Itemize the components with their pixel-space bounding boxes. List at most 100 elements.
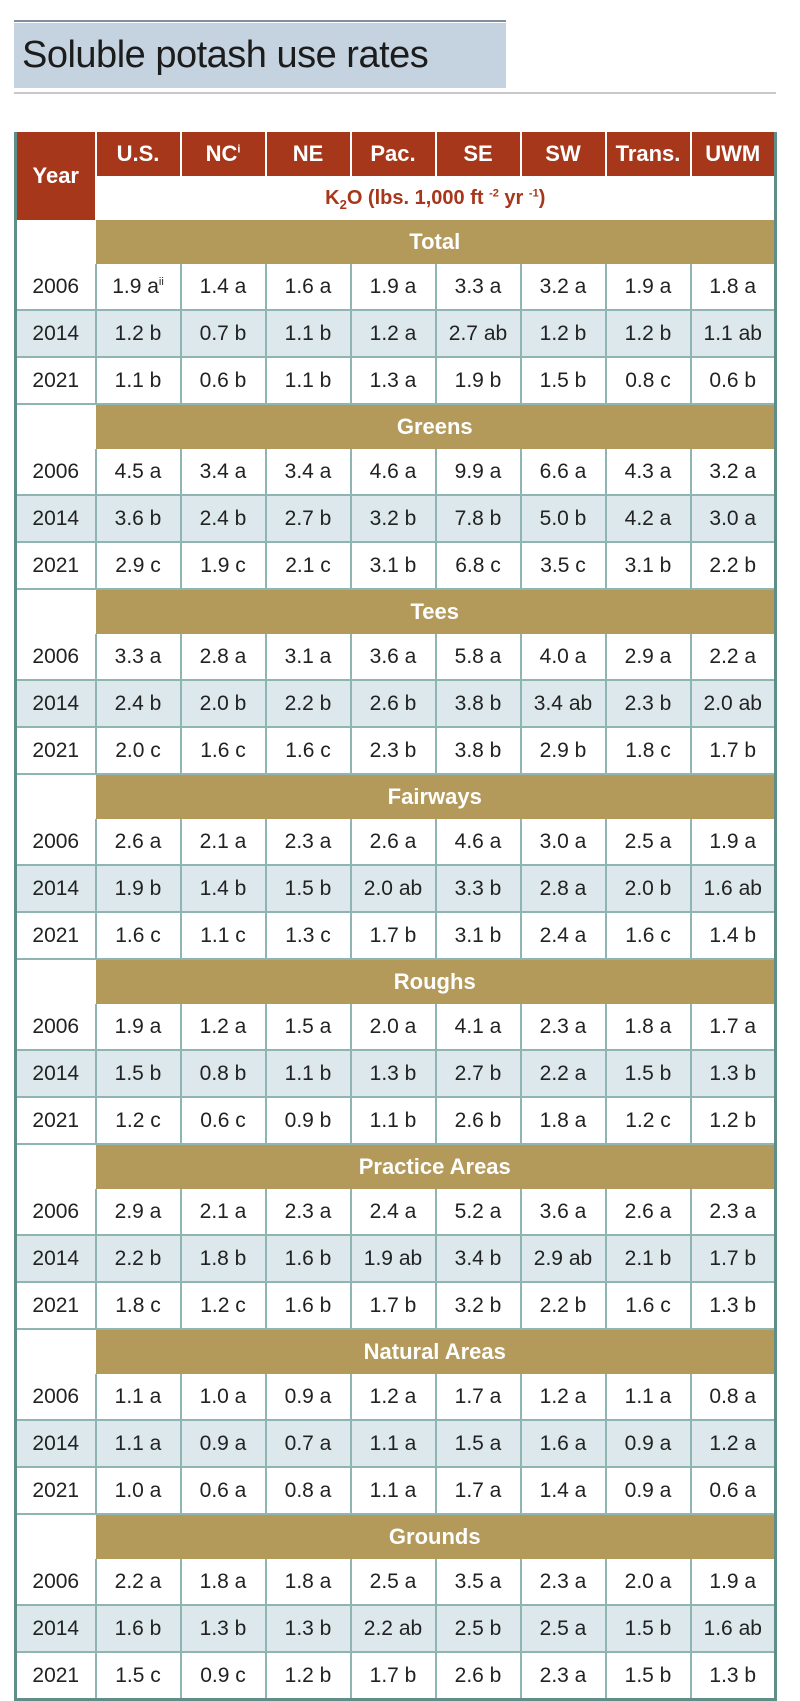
value-cell: 1.5 c — [95, 1652, 182, 1701]
value-cell: 3.3 b — [435, 865, 522, 913]
value-cell: 3.1 b — [350, 542, 437, 590]
value-cell: 1.2 c — [605, 1097, 692, 1145]
value-cell: 1.2 a — [350, 310, 437, 358]
table-body: Total 2006 1.9 aii 1.4 a 1.6 a 1.9 a 3.3 a 3.2 … — [15, 220, 776, 1701]
table-row: 2014 1.9 b 1.4 b 1.5 b 2.0 ab 3.3 b 2.8 a 2.0 b… — [15, 865, 776, 913]
value-cell: 3.1 b — [435, 912, 522, 960]
value-cell: 1.2 a — [350, 1374, 437, 1421]
year-cell: 2006 — [15, 264, 97, 311]
value-cell: 2.9 c — [95, 542, 182, 590]
value-cell: 1.6 c — [95, 912, 182, 960]
year-cell: 2021 — [15, 542, 97, 590]
year-cell: 2021 — [15, 1652, 97, 1701]
value-cell: 3.2 b — [435, 1282, 522, 1330]
value-cell: 2.7 b — [435, 1050, 522, 1098]
value-cell: 2.2 b — [265, 680, 352, 728]
year-cell: 2014 — [15, 680, 97, 728]
value-cell: 1.2 b — [95, 310, 182, 358]
value-cell: 0.8 a — [265, 1467, 352, 1515]
year-cell: 2006 — [15, 1004, 97, 1051]
value-cell: 2.2 b — [520, 1282, 607, 1330]
value-cell: 1.7 b — [690, 727, 776, 775]
value-cell: 1.7 a — [435, 1467, 522, 1515]
value-cell: 4.6 a — [435, 819, 522, 866]
value-cell: 2.3 a — [520, 1004, 607, 1051]
value-cell: 1.9 a — [690, 819, 776, 866]
value-cell: 1.1 a — [95, 1420, 182, 1468]
value-cell: 3.1 b — [605, 542, 692, 590]
table-row: 2014 2.2 b 1.8 b 1.6 b 1.9 ab 3.4 b 2.9 ab 2.1 … — [15, 1235, 776, 1283]
value-cell: 1.5 b — [520, 357, 607, 405]
section-spacer — [15, 774, 96, 819]
section-row: Practice Areas — [15, 1144, 776, 1189]
value-cell: 1.8 a — [265, 1559, 352, 1606]
section-row: Total — [15, 220, 776, 264]
value-cell: 1.1 c — [180, 912, 267, 960]
value-cell: 1.3 b — [690, 1652, 776, 1701]
value-cell: 1.5 b — [605, 1652, 692, 1701]
value-cell: 3.6 a — [350, 634, 437, 681]
year-cell: 2021 — [15, 1282, 97, 1330]
year-cell: 2021 — [15, 727, 97, 775]
value-cell: 1.1 a — [350, 1467, 437, 1515]
value-cell: 1.8 b — [180, 1235, 267, 1283]
table-row: 2006 1.9 aii 1.4 a 1.6 a 1.9 a 3.3 a 3.2 a 1.9 … — [15, 264, 776, 311]
value-cell: 1.7 a — [435, 1374, 522, 1421]
value-cell: 1.2 c — [180, 1282, 267, 1330]
value-cell: 3.3 a — [95, 634, 182, 681]
value-cell: 1.6 c — [180, 727, 267, 775]
value-cell: 0.9 a — [265, 1374, 352, 1421]
region-header: U.S. — [95, 132, 182, 176]
region-header: NE — [265, 132, 352, 176]
value-cell: 2.0 a — [605, 1559, 692, 1606]
potash-table: Year U.S. NCi NE Pac. SE SW Trans. UWM K… — [14, 132, 777, 1701]
region-header: UWM — [690, 132, 776, 176]
title-banner: Soluble potash use rates — [14, 20, 506, 90]
value-cell: 1.7 b — [350, 1282, 437, 1330]
value-cell: 2.3 b — [350, 727, 437, 775]
year-cell: 2021 — [15, 357, 97, 405]
value-cell: 0.7 a — [265, 1420, 352, 1468]
year-cell: 2006 — [15, 634, 97, 681]
value-cell: 3.1 a — [265, 634, 352, 681]
value-cell: 2.9 a — [95, 1189, 182, 1236]
region-header: SE — [435, 132, 522, 176]
value-cell: 4.2 a — [605, 495, 692, 543]
value-cell: 2.5 a — [350, 1559, 437, 1606]
value-cell: 2.2 b — [95, 1235, 182, 1283]
value-cell: 2.9 b — [520, 727, 607, 775]
value-cell: 3.3 a — [435, 264, 522, 311]
value-cell: 2.9 a — [605, 634, 692, 681]
value-cell: 2.8 a — [520, 865, 607, 913]
section-spacer — [15, 959, 96, 1004]
value-cell: 1.8 a — [690, 264, 776, 311]
region-header: Trans. — [605, 132, 692, 176]
value-cell: 1.3 b — [350, 1050, 437, 1098]
value-cell: 1.8 a — [180, 1559, 267, 1606]
value-cell: 0.9 c — [180, 1652, 267, 1701]
value-cell: 2.3 a — [690, 1189, 776, 1236]
value-cell: 2.9 ab — [520, 1235, 607, 1283]
value-cell: 3.2 a — [690, 449, 776, 496]
page-title: Soluble potash use rates — [14, 23, 506, 88]
value-cell: 1.7 b — [350, 912, 437, 960]
value-cell: 0.6 a — [690, 1467, 776, 1515]
value-cell: 1.9 a — [605, 264, 692, 311]
value-cell: 1.6 b — [265, 1282, 352, 1330]
value-cell: 2.4 a — [350, 1189, 437, 1236]
year-cell: 2021 — [15, 912, 97, 960]
value-cell: 2.0 c — [95, 727, 182, 775]
value-cell: 1.7 b — [690, 1235, 776, 1283]
year-cell: 2006 — [15, 1189, 97, 1236]
value-cell: 1.4 b — [180, 865, 267, 913]
value-cell: 1.7 a — [690, 1004, 776, 1051]
value-cell: 2.0 ab — [350, 865, 437, 913]
year-cell: 2006 — [15, 449, 97, 496]
value-cell: 4.0 a — [520, 634, 607, 681]
section-row: Greens — [15, 404, 776, 449]
